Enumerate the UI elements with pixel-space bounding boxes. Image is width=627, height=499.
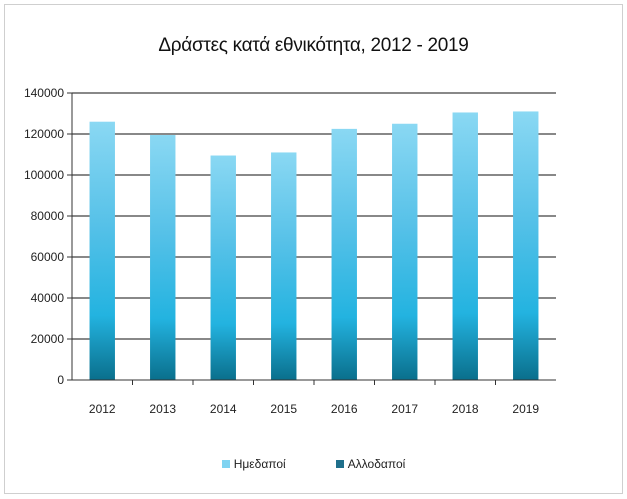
legend-swatch-foreign	[335, 460, 344, 468]
x-tick-label: 2016	[331, 402, 358, 416]
axes	[71, 93, 556, 385]
bar-2016	[331, 128, 357, 380]
y-tick-label: 100000	[24, 168, 64, 182]
legend-swatch-domestic	[221, 460, 230, 468]
bar-2014	[210, 155, 236, 380]
chart-frame: Δράστες κατά εθνικότητα, 2012 - 2019 0 20…	[4, 4, 623, 494]
y-tick-label: 120000	[24, 127, 64, 141]
y-tick-labels: 0 20000 40000 60000 80000 100000 120000 140000	[24, 86, 64, 387]
y-tick-label: 80000	[31, 209, 65, 223]
gridlines	[67, 92, 556, 381]
y-tick-label: 20000	[31, 332, 65, 346]
x-tick-labels: 2012 2013 2014 2015 2016 2017 2018 2019	[89, 402, 540, 416]
chart-plot-area: 020000400006000080000100000120000140000 …	[24, 86, 556, 416]
bar-2012	[89, 121, 115, 380]
legend-label-domestic: Ημεδαποί	[233, 457, 286, 471]
legend-item-foreign: Αλλοδαποί	[335, 457, 406, 471]
x-tick-label: 2017	[391, 402, 418, 416]
legend-item-domestic: Ημεδαποί	[221, 457, 286, 471]
y-tick-label: 140000	[24, 86, 64, 100]
y-tick-label: 60000	[31, 250, 65, 264]
bar-2015	[271, 152, 297, 380]
x-tick-label: 2013	[149, 402, 176, 416]
y-tick-label: 40000	[31, 291, 65, 305]
bar-2018	[452, 112, 478, 380]
x-tick-label: 2019	[512, 402, 539, 416]
y-tick-label: 0	[57, 373, 64, 387]
chart-title: Δράστες κατά εθνικότητα, 2012 - 2019	[158, 35, 469, 56]
x-tick-label: 2018	[452, 402, 479, 416]
x-tick-label: 2012	[89, 402, 116, 416]
x-tick-label: 2014	[210, 402, 237, 416]
bar-2013	[150, 135, 176, 380]
legend: Ημεδαποί Αλλοδαποί	[5, 457, 622, 471]
bar-2017	[392, 123, 418, 380]
legend-label-foreign: Αλλοδαποί	[347, 457, 406, 471]
x-tick-label: 2015	[270, 402, 297, 416]
bars	[89, 111, 539, 380]
bar-2019	[513, 111, 539, 380]
